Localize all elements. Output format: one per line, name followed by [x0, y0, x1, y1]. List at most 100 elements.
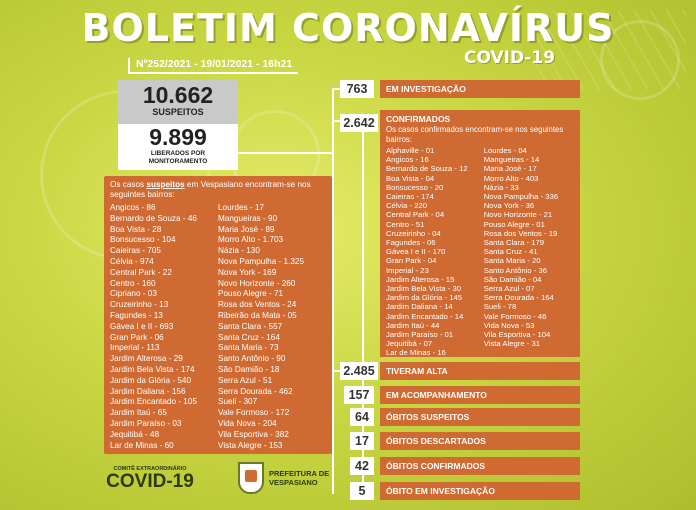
- discharged-count: 2.485: [340, 362, 378, 380]
- list-item: Pouso Alegre - 71: [218, 289, 284, 299]
- suspects-label: SUSPEITOS: [152, 107, 204, 117]
- confirmed-deaths-label: ÓBITOS CONFIRMADOS: [380, 457, 580, 475]
- list-item: Jardim Alterosa - 15: [386, 274, 455, 284]
- list-item: Caieiras - 705: [110, 246, 161, 256]
- list-item: Santa Cruz - 164: [218, 332, 280, 342]
- list-item: Jardim Bela Vista - 174: [110, 364, 195, 374]
- confirmed-deaths-count: 42: [350, 457, 374, 475]
- connector-line: [332, 370, 340, 372]
- prefeitura-line-2: VESPASIANO: [269, 478, 318, 487]
- list-item: Lar de Minas - 16: [386, 348, 446, 358]
- list-item: Maria José - 89: [218, 224, 275, 234]
- released-box: 9.899 LIBERADOS POR MONITORAMENTO: [118, 124, 238, 170]
- released-label-2: MONITORAMENTO: [148, 157, 208, 165]
- list-item: Imperial - 113: [110, 343, 160, 353]
- connector-line: [332, 120, 340, 122]
- list-item: Novo Horizonte - 21: [483, 210, 553, 220]
- list-item: Centro - 51: [386, 219, 425, 229]
- list-item: Santa Maria - 20: [483, 256, 541, 266]
- suspects-intro: Os casos suspeitos em Vespasiano encontr…: [110, 180, 311, 199]
- confirmed-col-2: Lourdes - 04 Mangueiras - 14 Maria José …: [484, 146, 574, 358]
- list-item: Fagundes - 13: [110, 310, 163, 320]
- list-item: Vista Alegre - 31: [483, 339, 541, 349]
- list-item: Lourdes - 04: [483, 146, 527, 155]
- list-item: Vida Nova - 53: [483, 320, 535, 330]
- confirmed-intro: Os casos confirmados encontram-se nos se…: [386, 125, 564, 144]
- released-label-1: LIBERADOS POR: [150, 150, 206, 157]
- list-item: Jardim da Glória - 540: [110, 375, 191, 385]
- list-item: Jardim Itaú - 65: [110, 408, 167, 418]
- list-item: Nova Pampulha - 1.325: [218, 256, 305, 266]
- list-item: Boa Vista - 04: [386, 173, 435, 183]
- city-crest-icon: [238, 462, 264, 494]
- list-item: Jardim Daliana - 156: [110, 386, 186, 396]
- list-item: Centro - 160: [110, 278, 156, 288]
- list-item: São Damião - 18: [218, 364, 280, 374]
- committee-small-text: COMITÊ EXTRAORDINÁRIO: [113, 466, 187, 472]
- list-item: Cipriano - 03: [110, 289, 157, 299]
- list-item: Fagundes - 06: [386, 238, 436, 248]
- suspects-col-1: Angicos - 86 Bernardo de Souza - 46 Boa …: [110, 203, 218, 451]
- list-item: Bonsucesso - 104: [110, 235, 176, 245]
- committee-big-text: COVID-19: [106, 471, 194, 492]
- list-item: Santa Cruz - 41: [483, 247, 538, 257]
- virus-decoration: [600, 20, 680, 100]
- list-item: Serra Dourada - 462: [218, 386, 293, 396]
- suspects-total: 10.662: [142, 82, 214, 108]
- investigation-label: EM INVESTIGAÇÃO: [380, 80, 580, 98]
- list-item: Nova York - 169: [218, 267, 277, 277]
- list-item: Jardim da Glória - 145: [386, 293, 463, 303]
- list-item: Santo Antônio - 36: [483, 265, 548, 275]
- monitoring-label: EM ACOMPANHAMENTO: [380, 386, 580, 404]
- list-item: Rosa dos Ventos - 24: [218, 300, 297, 310]
- suspected-deaths-count: 64: [350, 408, 374, 426]
- list-item: Sueli - 78: [483, 302, 517, 312]
- list-item: Bernardo de Souza - 46: [110, 213, 197, 223]
- suspected-deaths-label: ÓBITOS SUSPEITOS: [380, 408, 580, 426]
- list-item: Alphaville - 01: [386, 146, 435, 155]
- connector-line: [332, 88, 334, 494]
- list-item: Serra Azul - 51: [218, 375, 273, 385]
- monitoring-count: 157: [344, 386, 374, 404]
- confirmed-col-1: Alphaville - 01 Angicos - 16 Bernardo de…: [386, 146, 484, 358]
- list-item: Vista Alegre - 153: [218, 440, 283, 450]
- list-item: Jequitibá - 48: [110, 429, 160, 439]
- suspects-by-neighborhood-panel: Os casos suspeitos em Vespasiano encontr…: [104, 176, 332, 454]
- list-item: Lar de Minas - 60: [110, 440, 174, 450]
- list-item: Caieiras - 174: [386, 192, 434, 202]
- list-item: Vale Formoso - 172: [218, 408, 290, 418]
- list-item: Gávea I e II - 693: [110, 321, 174, 331]
- list-item: Gran Park - 06: [110, 332, 164, 342]
- list-item: Názia - 33: [483, 182, 519, 192]
- list-item: Célvia - 220: [386, 201, 428, 211]
- list-item: Santo Antônio - 90: [218, 354, 286, 364]
- list-item: Nova York - 36: [483, 201, 535, 211]
- list-item: Pouso Alegre - 01: [483, 219, 545, 229]
- list-item: Central Park - 22: [110, 267, 172, 277]
- confirmed-count: 2.642: [340, 114, 378, 132]
- list-item: Vida Nova - 204: [218, 418, 277, 428]
- list-item: Bonsucesso - 20: [386, 182, 444, 192]
- list-item: Lourdes - 17: [218, 203, 264, 212]
- list-item: Morro Alto - 403: [483, 173, 539, 183]
- discarded-deaths-count: 17: [350, 432, 374, 450]
- list-item: Vila Esportiva - 104: [483, 330, 551, 340]
- list-item: Angicos - 16: [386, 155, 429, 165]
- discarded-deaths-label: ÓBITOS DESCARTADOS: [380, 432, 580, 450]
- list-item: Mangueiras - 90: [218, 213, 278, 223]
- list-item: Maria José - 17: [483, 164, 537, 174]
- list-item: Jardim Daliana - 14: [386, 302, 453, 312]
- list-item: Jardim Encantado - 14: [386, 311, 464, 321]
- list-item: Santa Clara - 179: [483, 238, 545, 248]
- list-item: Serra Azul - 07: [483, 284, 535, 294]
- list-item: Rosa dos Ventos - 19: [483, 228, 558, 238]
- list-item: Jequitibá - 07: [386, 339, 433, 349]
- investigation-count: 763: [340, 80, 374, 98]
- list-item: Cruzeirinho - 04: [386, 228, 441, 238]
- list-item: Gran Park - 04: [386, 256, 437, 266]
- bulletin-subtitle: COVID-19: [464, 48, 556, 68]
- discharged-label: TIVERAM ALTA: [380, 362, 580, 380]
- list-item: Morro Alto - 1.703: [218, 235, 284, 245]
- list-item: Santa Maria - 73: [218, 343, 279, 353]
- list-item: Cruzeirinho - 13: [110, 300, 169, 310]
